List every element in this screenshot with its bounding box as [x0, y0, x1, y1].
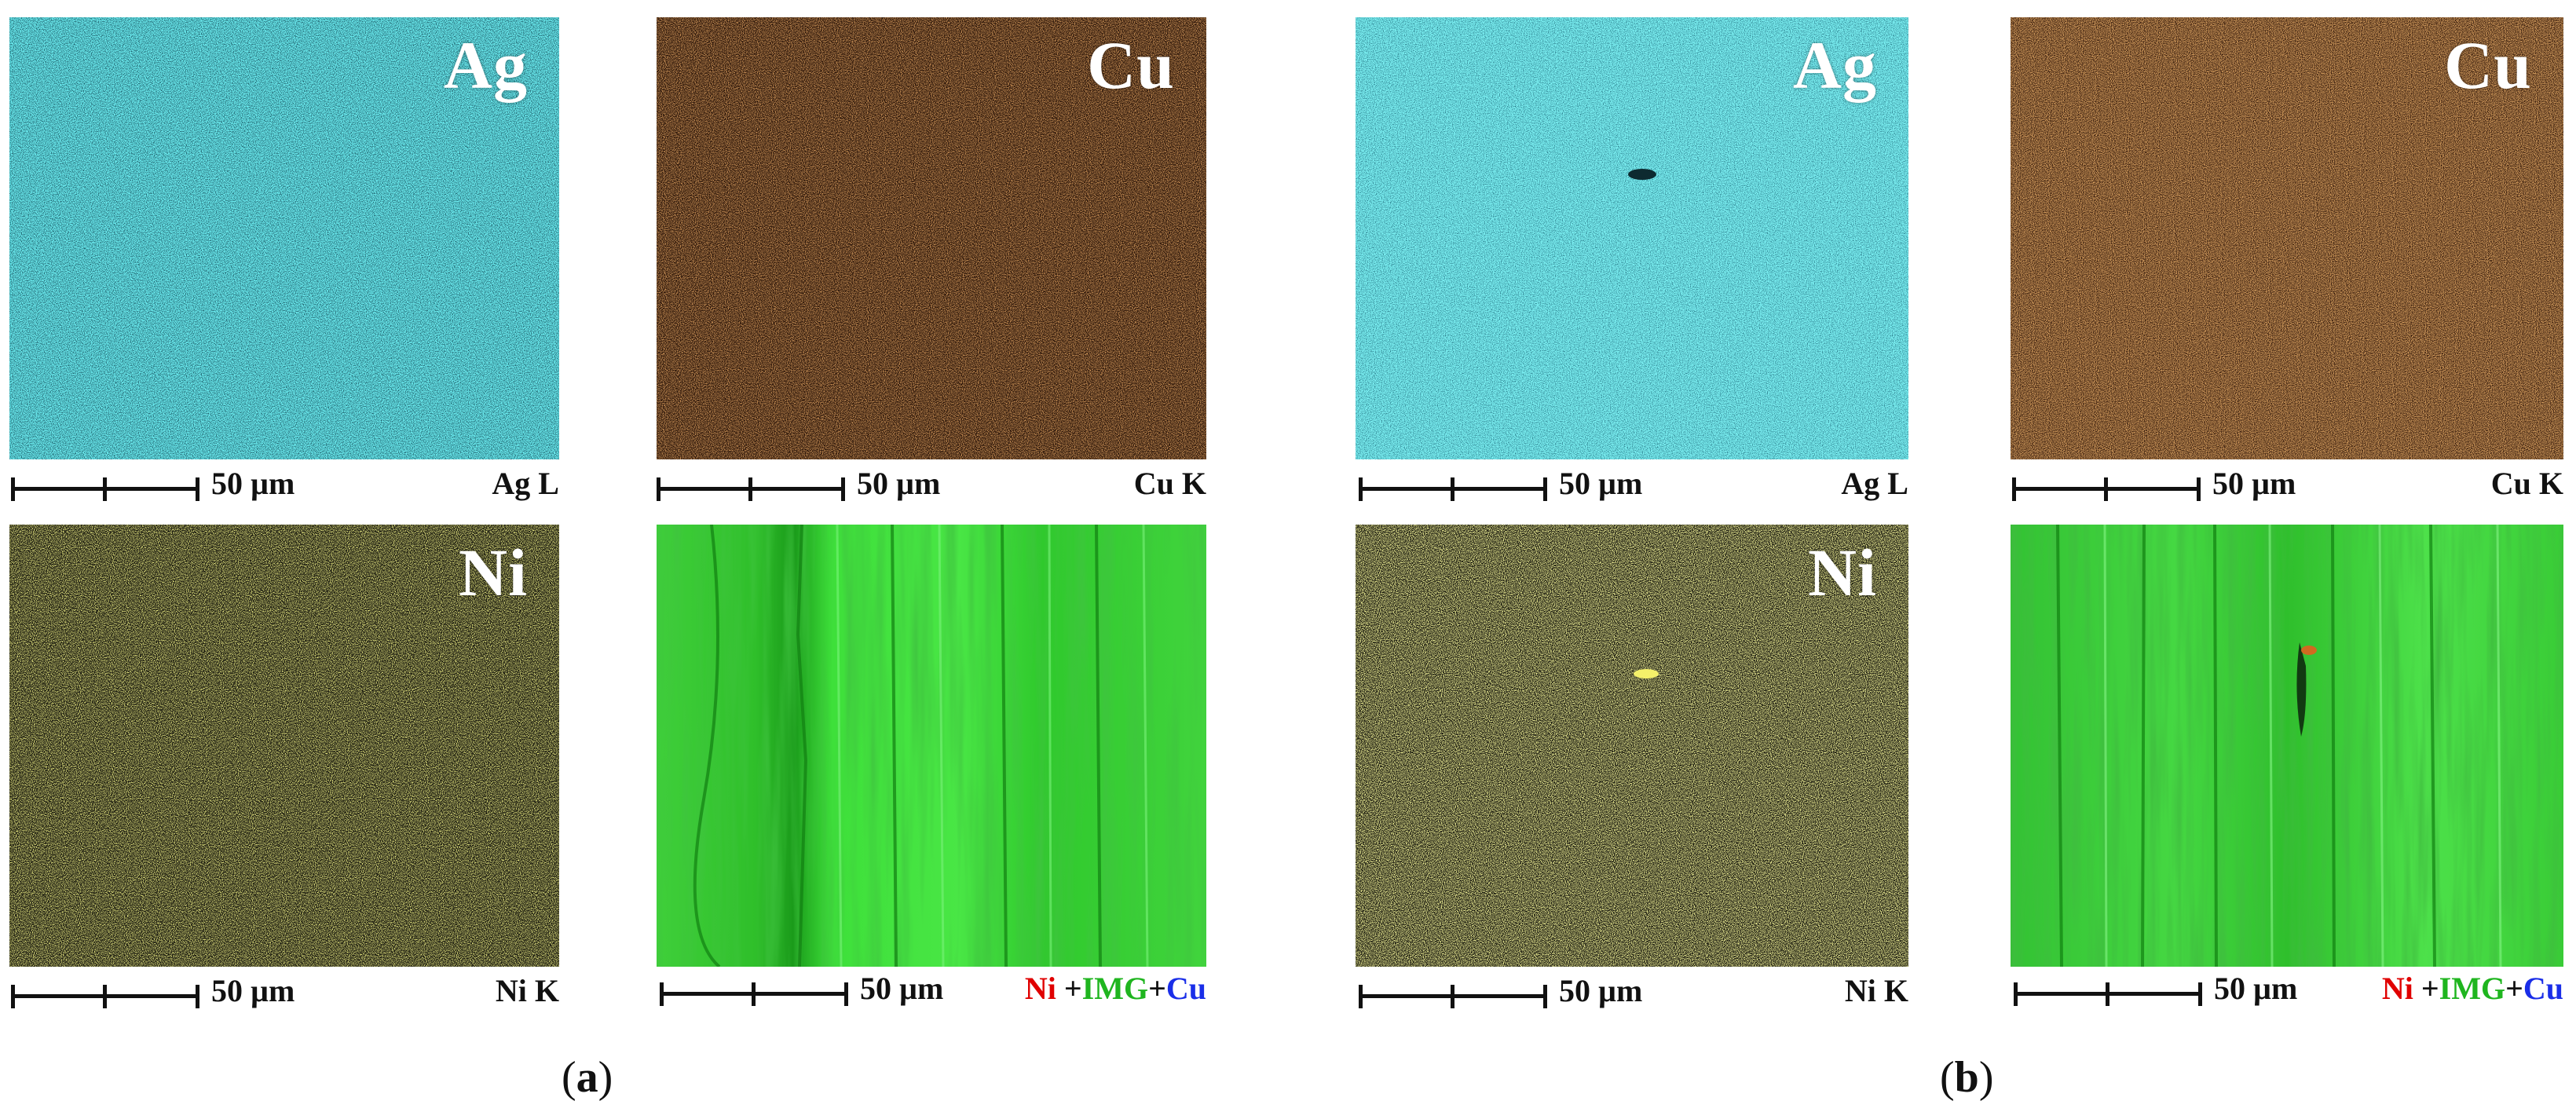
panel-a-overlay-map [657, 525, 1206, 967]
element-label: Ag [443, 27, 528, 103]
panel-b-ag-scalebar: 50 µm Ag L [1359, 465, 1908, 512]
panel-b-cu-scalebar: 50 µm Cu K [2012, 465, 2563, 512]
element-label: Cu [1087, 27, 1175, 103]
element-label: Ag [1792, 27, 1877, 103]
panel-b-cu-map: Cu [2011, 17, 2563, 459]
line-label: Ag L [492, 466, 559, 501]
panel-b-ni-map: Ni [1356, 525, 1908, 967]
scale-label: 50 µm [2212, 466, 2296, 501]
panel-a-overlay-scalebar: 50 µm Ni +IMG+Cu [660, 970, 1206, 1017]
panel-a-cu-map: Cu [657, 17, 1206, 459]
panel-label-b: (b) [1940, 1053, 1994, 1102]
line-label: Cu K [2490, 466, 2563, 501]
panel-b-overlay-map [2011, 525, 2563, 967]
scale-label: 50 µm [1559, 466, 1643, 501]
element-label: Ni [459, 535, 528, 610]
panel-a-ag-scalebar: 50 µm Ag L [11, 465, 559, 512]
panel-a-ni-scalebar: 50 µm Ni K [11, 972, 559, 1019]
panel-a-ni-map: Ni [9, 525, 559, 967]
panel-a-cu-scalebar: 50 µm Cu K [657, 465, 1206, 512]
scale-label: 50 µm [211, 973, 295, 1008]
scale-label: 50 µm [860, 971, 944, 1006]
panel-label-a: (a) [562, 1053, 613, 1102]
element-label: Ni [1808, 535, 1877, 610]
scale-label: 50 µm [1559, 973, 1643, 1008]
element-label: Cu [2444, 27, 2532, 103]
panel-b-overlay-scalebar: 50 µm Ni +IMG+Cu [2014, 970, 2563, 1017]
panel-a-ag-map: Ag [9, 17, 559, 459]
line-label: Ni K [495, 973, 559, 1008]
line-label: Ag L [1841, 466, 1908, 501]
panel-b-ni-scalebar: 50 µm Ni K [1359, 972, 1908, 1019]
scale-label: 50 µm [2214, 971, 2298, 1006]
panel-b-ag-map: Ag [1356, 17, 1908, 459]
overlay-legend: Ni +IMG+Cu [2381, 971, 2563, 1006]
scale-label: 50 µm [211, 466, 295, 501]
line-label: Ni K [1844, 973, 1908, 1008]
line-label: Cu K [1133, 466, 1206, 501]
overlay-legend: Ni +IMG+Cu [1024, 971, 1206, 1006]
scale-label: 50 µm [857, 466, 941, 501]
